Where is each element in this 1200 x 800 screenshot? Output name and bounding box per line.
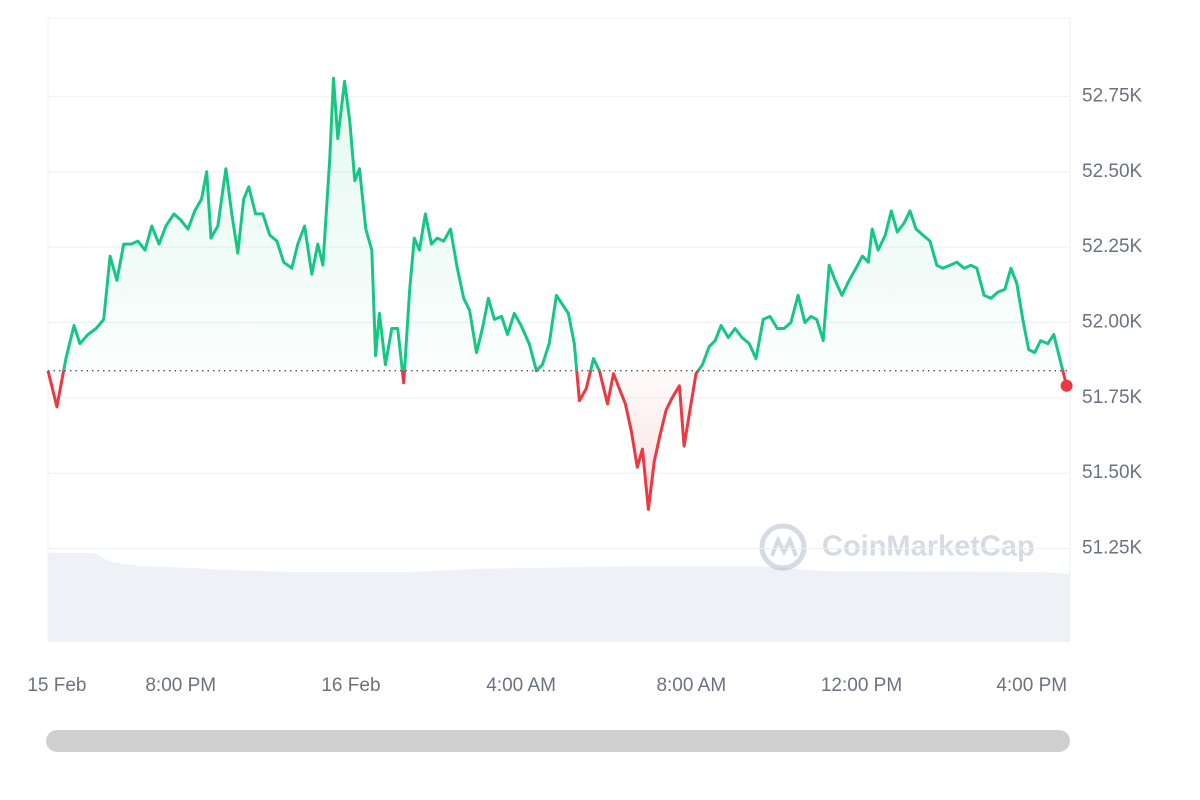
x-tick-label: 8:00 AM <box>656 675 726 696</box>
x-tick-label: 12:00 PM <box>821 675 902 696</box>
y-tick-label: 52.25K <box>1082 236 1143 257</box>
x-tick-label: 4:00 AM <box>486 675 556 696</box>
last-point <box>1060 379 1073 392</box>
watermark-logo-wave <box>770 535 798 557</box>
y-tick-label: 52.50K <box>1082 161 1143 182</box>
x-tick-label: 8:00 PM <box>145 675 216 696</box>
watermark: CoinMarketCap <box>759 523 1035 571</box>
y-tick-label: 51.50K <box>1082 462 1143 483</box>
y-tick-label: 51.25K <box>1082 538 1143 559</box>
y-tick-label: 51.75K <box>1082 387 1143 408</box>
y-tick-label: 52.75K <box>1082 85 1143 106</box>
watermark-text: CoinMarketCap <box>822 531 1035 563</box>
x-tick-label: 16 Feb <box>321 675 380 696</box>
x-tick-label: 4:00 PM <box>996 675 1067 696</box>
price-line <box>46 76 1069 511</box>
area-fill <box>48 78 1067 510</box>
scrollbar[interactable] <box>46 730 1070 752</box>
y-tick-label: 52.00K <box>1082 311 1143 332</box>
watermark-logo <box>759 523 807 571</box>
volume-backdrop <box>48 553 1070 642</box>
x-tick-label: 15 Feb <box>27 675 86 696</box>
